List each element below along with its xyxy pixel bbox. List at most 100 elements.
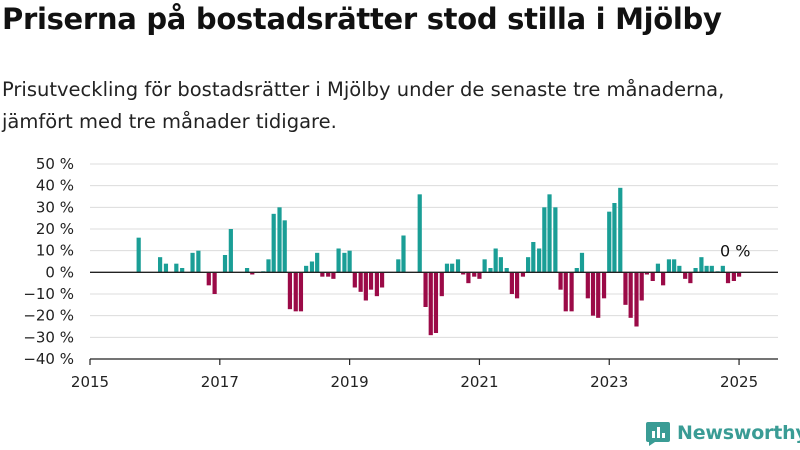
bar (271, 213, 276, 273)
bar (553, 207, 558, 273)
bar (672, 259, 677, 273)
bar (326, 272, 331, 277)
chart-subtitle: Prisutveckling för bostadsrätter i Mjölb… (2, 78, 725, 133)
bar (401, 235, 406, 273)
y-tick-label: 10 % (36, 242, 74, 260)
bar (498, 257, 503, 273)
x-tick-label: 2023 (590, 373, 628, 391)
bar (136, 237, 141, 273)
bar (282, 220, 287, 273)
bar (455, 259, 461, 273)
bar (244, 268, 250, 273)
bar (531, 242, 536, 273)
y-tick-label: −30 % (23, 328, 74, 346)
bar (298, 272, 304, 312)
bar (725, 272, 731, 284)
x-tick-label: 2015 (71, 373, 109, 391)
bar (623, 272, 628, 305)
bar (504, 268, 509, 273)
bar (417, 194, 422, 273)
bar (477, 272, 482, 279)
bar (352, 272, 357, 288)
bar (590, 272, 596, 316)
bar (444, 263, 450, 273)
bar (266, 259, 271, 273)
bar (157, 257, 163, 273)
bar (342, 252, 347, 273)
bar (607, 211, 612, 273)
bar (661, 272, 666, 286)
bar (596, 272, 601, 318)
bar (315, 252, 320, 273)
bar (461, 272, 466, 275)
bar (569, 272, 574, 312)
bar (374, 272, 379, 297)
bar (601, 272, 607, 299)
x-tick-label: 2017 (201, 373, 239, 391)
bar (704, 265, 709, 273)
bar (304, 265, 309, 273)
bar (547, 194, 552, 273)
newsworthy-logo-icon (646, 422, 670, 446)
bar (206, 272, 211, 286)
bar (709, 265, 714, 273)
bar (309, 261, 315, 273)
bar (579, 252, 585, 273)
bar (196, 250, 201, 273)
bar (450, 263, 455, 273)
newsworthy-logo: Newsworthy (645, 420, 800, 446)
newsworthy-logo-text: Newsworthy (677, 422, 800, 444)
bar (331, 272, 336, 279)
y-tick-label: 30 % (36, 198, 74, 216)
bar (379, 272, 385, 288)
bar (488, 268, 493, 273)
bar (466, 272, 471, 284)
bar (585, 272, 590, 299)
bar (482, 259, 487, 273)
bar (514, 272, 520, 299)
y-tick-label: 50 % (36, 155, 74, 173)
bar (174, 263, 179, 273)
y-tick-label: 20 % (36, 220, 74, 238)
bar (320, 272, 325, 277)
x-tick-label: 2025 (720, 373, 758, 391)
bar (688, 272, 693, 284)
bar (277, 207, 282, 273)
bar (693, 268, 698, 273)
bar (363, 272, 368, 301)
chart-title: Priserna på bostadsrätter stod stilla i … (2, 2, 722, 36)
bar (347, 250, 352, 273)
bar (699, 257, 704, 273)
bar (736, 272, 742, 277)
y-tick-label: 0 % (45, 263, 74, 281)
y-tick-label: −20 % (23, 307, 74, 325)
y-tick-label: 40 % (36, 177, 74, 195)
bar (396, 259, 401, 273)
bar (618, 187, 623, 273)
bar (439, 272, 444, 297)
bar (731, 272, 736, 281)
bar (526, 257, 531, 273)
bar (634, 272, 639, 327)
bar (190, 252, 195, 273)
bar (433, 272, 439, 333)
bar (222, 255, 228, 273)
bar (180, 268, 185, 273)
bar (677, 265, 682, 273)
bar (542, 207, 547, 273)
annotation-label: 0 % (720, 241, 750, 260)
bar (683, 272, 688, 279)
bar (666, 259, 672, 273)
bar (509, 272, 514, 294)
bar (628, 272, 633, 318)
bar (612, 203, 617, 273)
bar (423, 272, 428, 307)
bar (655, 263, 661, 273)
x-tick-label: 2019 (331, 373, 369, 391)
bar (250, 272, 255, 275)
bar (228, 229, 233, 273)
bar (537, 248, 542, 273)
bar (574, 268, 579, 273)
bar (368, 272, 374, 290)
bar (358, 272, 363, 292)
